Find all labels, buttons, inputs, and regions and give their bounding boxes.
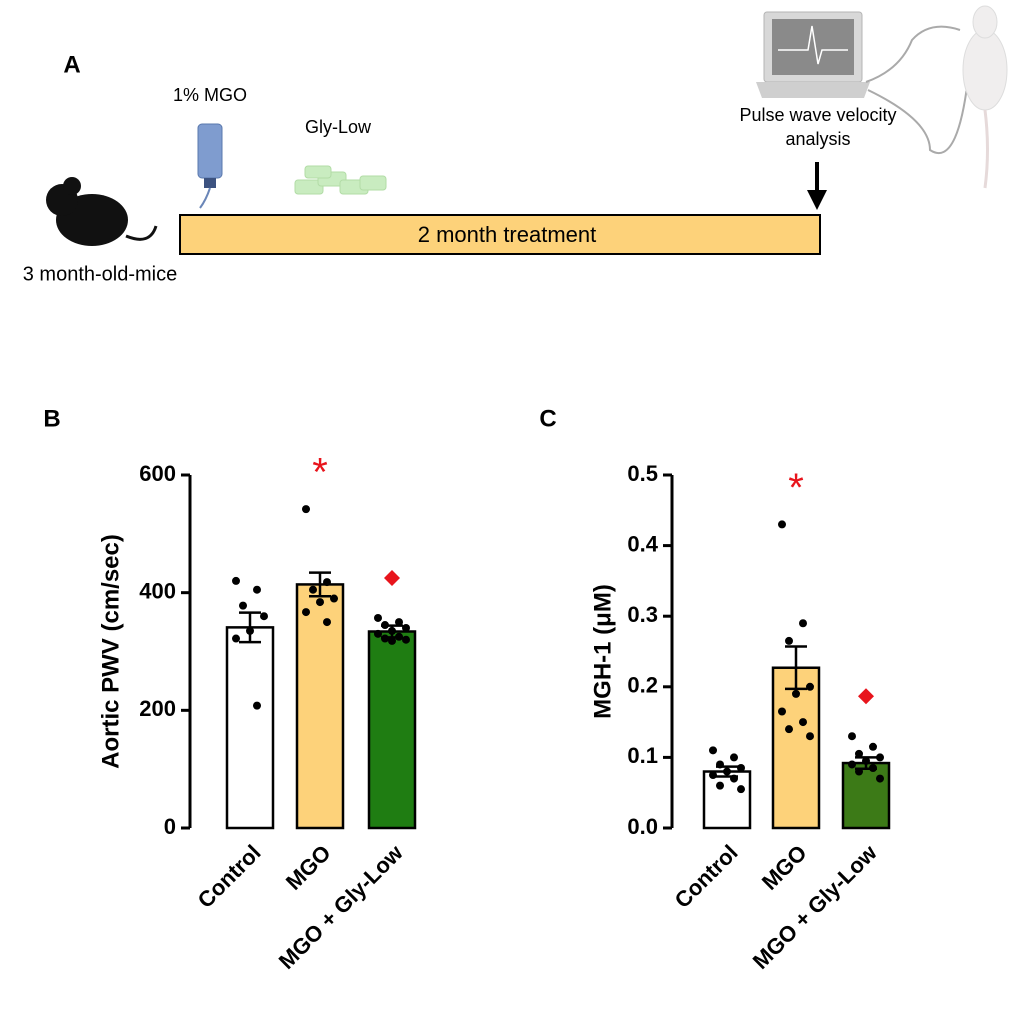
bar [295,583,345,830]
y-tick-label: 0.3 [627,602,658,627]
data-point [848,732,856,741]
data-point [246,626,254,635]
data-point [402,623,410,632]
data-point [792,689,800,698]
significance-label: * [312,451,328,495]
y-tick-label: 400 [139,578,176,603]
data-point [799,619,807,628]
data-point [876,753,884,762]
y-axis-label: Aortic PWV (cm/sec) [97,534,124,769]
data-point [855,767,863,776]
data-point [848,760,856,769]
data-point [395,632,403,641]
significance-marker [858,688,874,705]
y-tick-label: 0.5 [627,461,658,486]
data-point [709,746,717,755]
data-point [330,594,338,603]
data-point [239,601,247,610]
data-point [869,742,877,751]
data-point [785,636,793,645]
data-point [778,520,786,529]
data-point [374,629,382,638]
x-tick-label: Control [193,840,266,913]
y-tick-label: 200 [139,696,176,721]
data-point [395,618,403,627]
significance-marker [384,569,400,586]
data-point [374,613,382,622]
x-tick-label: MGO + Gly-Low [748,839,883,974]
data-point [799,718,807,727]
x-tick-label: Control [670,840,743,913]
y-tick-label: 0 [164,814,176,839]
data-point [253,701,261,710]
pellet-icon [294,165,387,195]
drug-label: 1% MGO [173,85,247,105]
data-point [232,634,240,643]
panel-label: C [539,405,556,432]
panel-label: A [63,51,80,78]
data-point [381,621,389,630]
data-point [869,763,877,772]
arrow [807,162,827,210]
y-tick-label: 0.2 [627,673,658,698]
significance-label: * [788,466,804,510]
data-point [862,756,870,765]
data-point [323,618,331,627]
timeline-bar [179,214,821,255]
data-point [323,578,331,587]
bar [841,761,891,830]
data-point [737,763,745,772]
x-tick-label: MGO [757,840,812,895]
data-point [402,635,410,644]
rat-icon [962,5,1008,189]
data-point [737,785,745,794]
x-tick-label: MGO [281,840,336,895]
bar [225,626,275,830]
data-point [253,585,261,594]
timeline-label: 2 month treatment [418,222,597,247]
y-tick-label: 0.1 [627,743,658,768]
y-tick-label: 0.0 [627,814,658,839]
mouse-icon [46,177,158,246]
data-point [260,612,268,621]
y-tick-label: 600 [139,461,176,486]
panel-label: B [43,405,60,432]
data-point [716,760,724,769]
data-point [309,585,317,594]
subjects-label: 3 month-old-mice [23,263,178,285]
bottle-icon [197,123,223,209]
data-point [388,636,396,645]
readout-label: analysis [785,129,850,149]
error-bar [785,645,807,691]
data-point [302,608,310,617]
data-point [302,505,310,514]
data-point [855,749,863,758]
data-point [778,707,786,716]
bar [367,630,417,830]
data-point [232,576,240,585]
data-point [806,682,814,691]
supplement-label: Gly-Low [305,117,372,137]
error-bar [309,571,331,598]
readout-label: Pulse wave velocity [739,105,896,125]
data-point [730,774,738,783]
x-tick-label: MGO + Gly-Low [274,839,409,974]
data-point [723,767,731,776]
data-point [388,626,396,635]
data-point [730,753,738,762]
data-point [806,732,814,741]
y-axis-label: MGH-1 (μM) [589,584,616,719]
data-point [316,598,324,607]
data-point [709,771,717,780]
data-point [381,634,389,643]
y-tick-label: 0.4 [627,531,658,556]
laptop-icon [756,11,971,155]
data-point [716,781,724,790]
data-point [785,725,793,734]
data-point [876,774,884,783]
bar [702,770,752,830]
